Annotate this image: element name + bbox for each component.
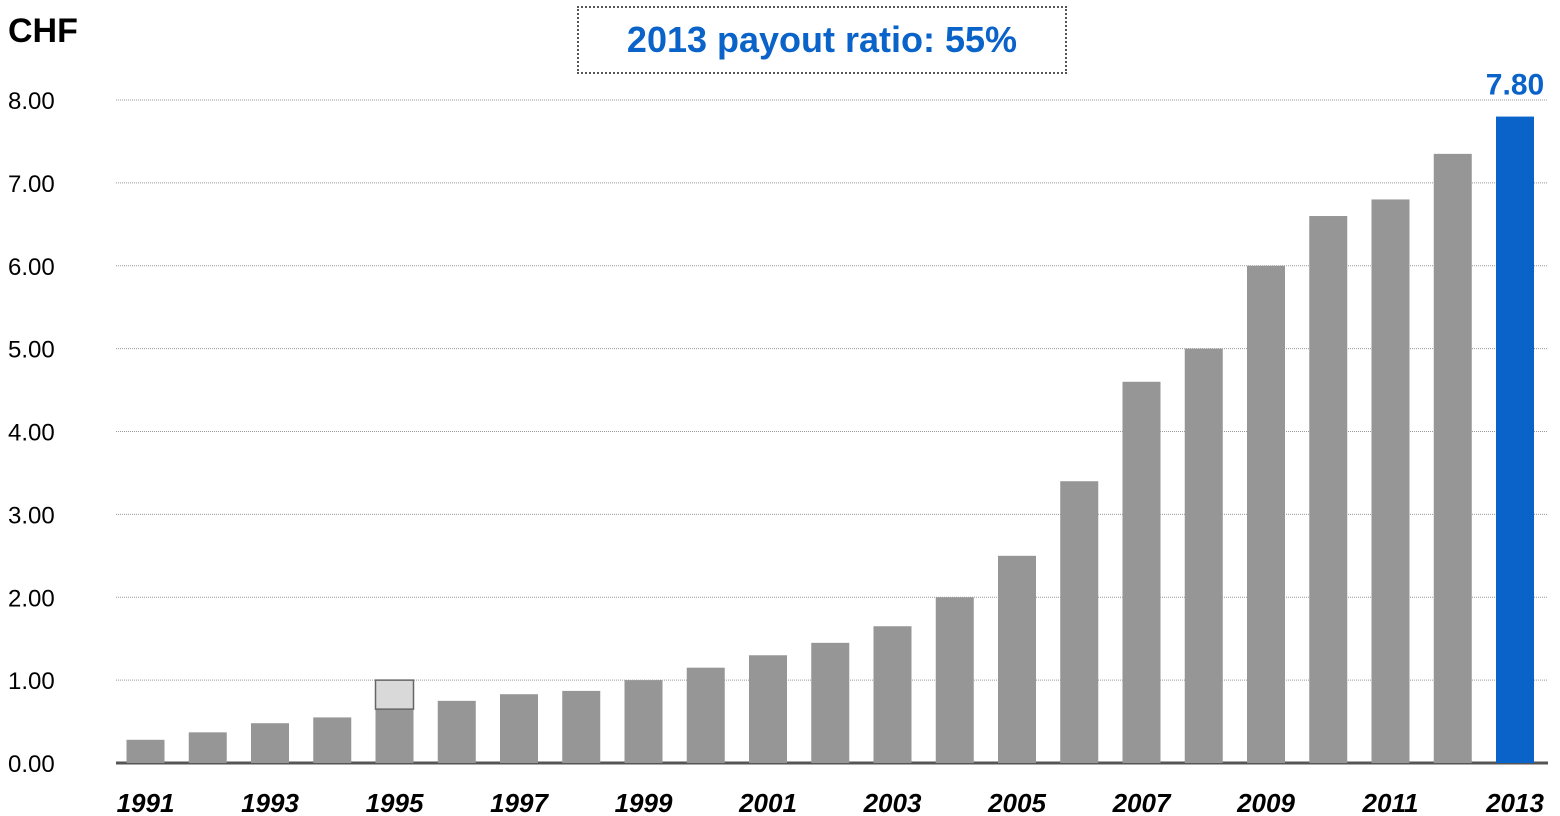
x-tick-label: 2011 — [1362, 788, 1419, 816]
y-tick-label: 4.00 — [8, 420, 55, 447]
y-tick-label: 5.00 — [8, 337, 55, 364]
bar-2001 — [749, 655, 787, 763]
bar-1991 — [126, 739, 165, 763]
y-tick-label: 6.00 — [8, 254, 55, 281]
y-tick-label: 7.00 — [8, 171, 55, 198]
data-labels: 7.80 — [1486, 69, 1544, 102]
unit-label: CHF — [8, 12, 78, 50]
x-tick-label: 1997 — [490, 788, 549, 816]
bar-1997 — [500, 694, 538, 763]
bar-2011 — [1371, 199, 1410, 763]
bar-1998 — [562, 690, 601, 763]
bar-1992 — [188, 732, 227, 763]
bar-2009 — [1247, 265, 1285, 763]
bar-2012 — [1433, 153, 1472, 763]
bar-1999 — [624, 680, 663, 763]
x-axis-ticks: 1991 1993 1995 1997 1999 2001 2003 2005 2007 2009… — [117, 788, 1545, 816]
y-tick-label: 0.00 — [8, 751, 55, 778]
bar-2007 — [1122, 381, 1161, 763]
bar-extra-1995 — [374, 679, 415, 710]
y-tick-label: 3.00 — [8, 502, 55, 529]
x-tick-label: 2013 — [1485, 788, 1544, 816]
y-tick-label: 8.00 — [8, 88, 55, 115]
y-tick-label: 1.00 — [8, 668, 55, 695]
bar-2005 — [998, 555, 1036, 763]
x-tick-label: 2001 — [738, 788, 797, 816]
x-tick-label: 2009 — [1236, 788, 1295, 816]
bar-1995 — [375, 709, 414, 763]
bars — [126, 116, 1534, 763]
payout-ratio-callout: 2013 payout ratio: 55% — [577, 6, 1067, 74]
x-tick-label: 2007 — [1112, 788, 1172, 816]
x-tick-label: 1995 — [366, 788, 424, 816]
bar-2006 — [1060, 481, 1099, 763]
bar-2010 — [1309, 216, 1348, 763]
x-tick-label: 2003 — [863, 788, 922, 816]
bar-2003 — [873, 626, 912, 763]
x-tick-label: 2005 — [987, 788, 1046, 816]
bar-2000 — [686, 667, 725, 763]
y-tick-label: 2.00 — [8, 585, 55, 612]
x-tick-label: 1999 — [615, 788, 673, 816]
bar-2008 — [1184, 348, 1223, 763]
x-tick-label: 1991 — [117, 788, 175, 816]
bar-2002 — [811, 642, 850, 763]
data-label-2013: 7.80 — [1486, 69, 1544, 102]
bar-1994 — [313, 717, 352, 763]
bar-1996 — [437, 700, 476, 763]
bar-1993 — [251, 723, 289, 763]
bar-2004 — [935, 597, 974, 763]
bar-2013 — [1496, 116, 1534, 763]
x-tick-label: 1993 — [241, 788, 299, 816]
y-axis-ticks: 0.00 1.00 2.00 3.00 4.00 5.00 6.00 7.00 8.00 — [8, 88, 55, 778]
